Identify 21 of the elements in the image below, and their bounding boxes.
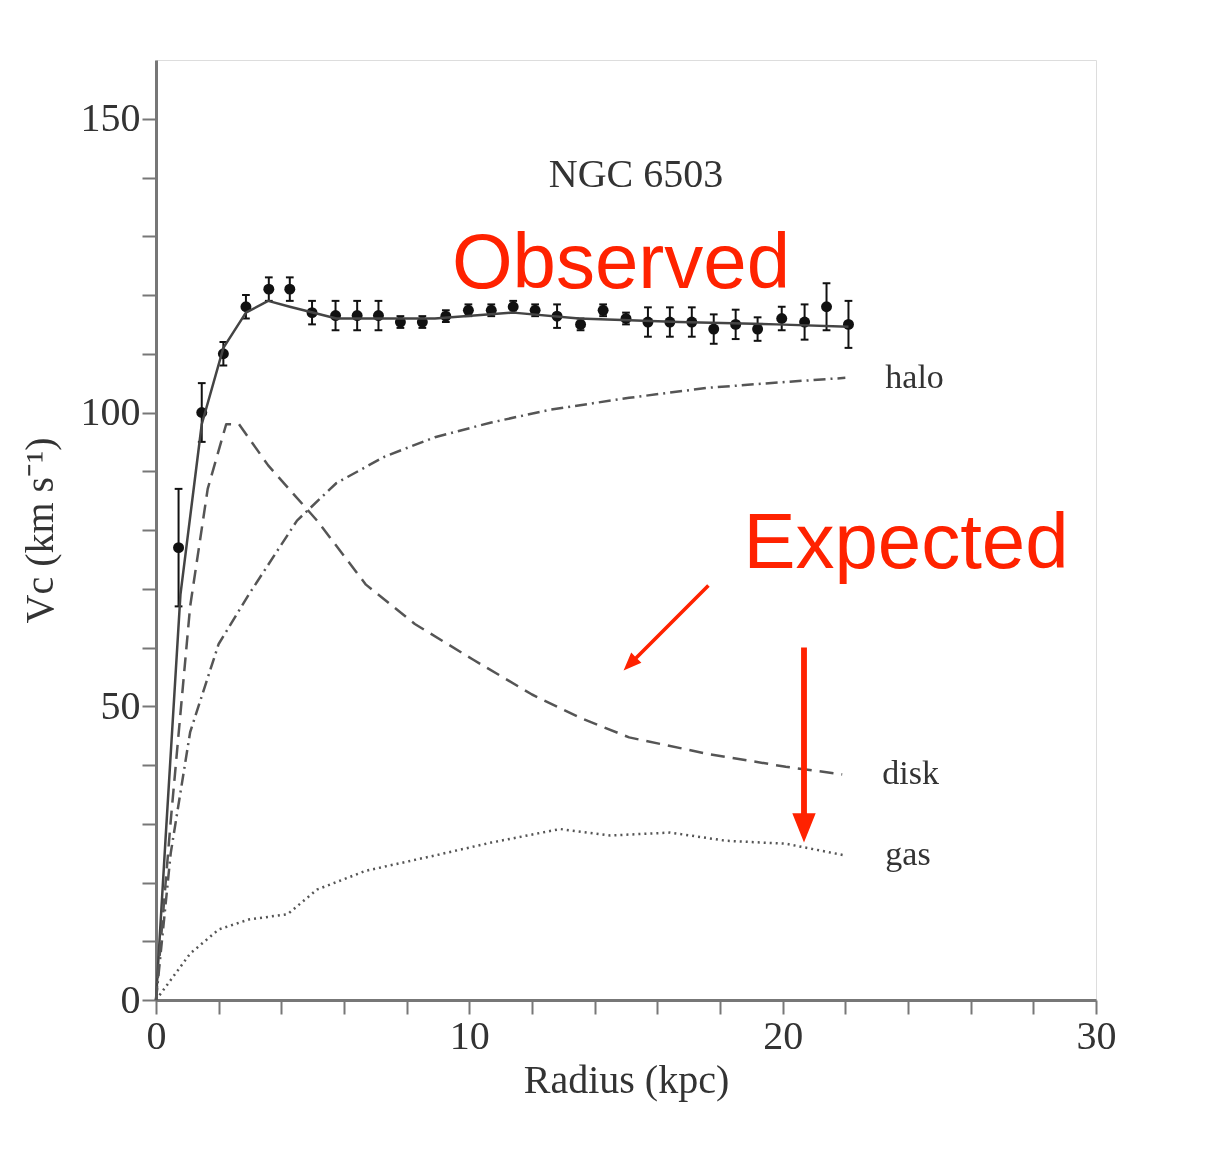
annotation: NGC 6503 xyxy=(548,151,724,196)
point xyxy=(708,323,720,335)
x-tick-label: 10 xyxy=(449,1012,490,1058)
point xyxy=(776,313,788,324)
y-axis-title: Vc (km s⁻¹) xyxy=(16,437,62,624)
x-tick-label: 20 xyxy=(763,1012,804,1058)
point xyxy=(173,542,185,554)
y-tick-label: 150 xyxy=(80,95,141,141)
point xyxy=(821,301,833,313)
series-label: gas xyxy=(885,835,931,873)
point xyxy=(263,283,275,295)
x-tick-label: 30 xyxy=(1076,1012,1117,1058)
x-axis-title: Radius (kpc) xyxy=(523,1056,730,1102)
series-label: halo xyxy=(885,357,944,395)
y-tick-label: 50 xyxy=(100,682,141,728)
annotation: Observed xyxy=(451,217,791,305)
point xyxy=(284,283,296,295)
series-label: disk xyxy=(882,754,939,792)
annotation: Expected xyxy=(743,497,1069,585)
y-tick-label: 0 xyxy=(120,976,141,1022)
y-tick-label: 100 xyxy=(80,389,141,434)
